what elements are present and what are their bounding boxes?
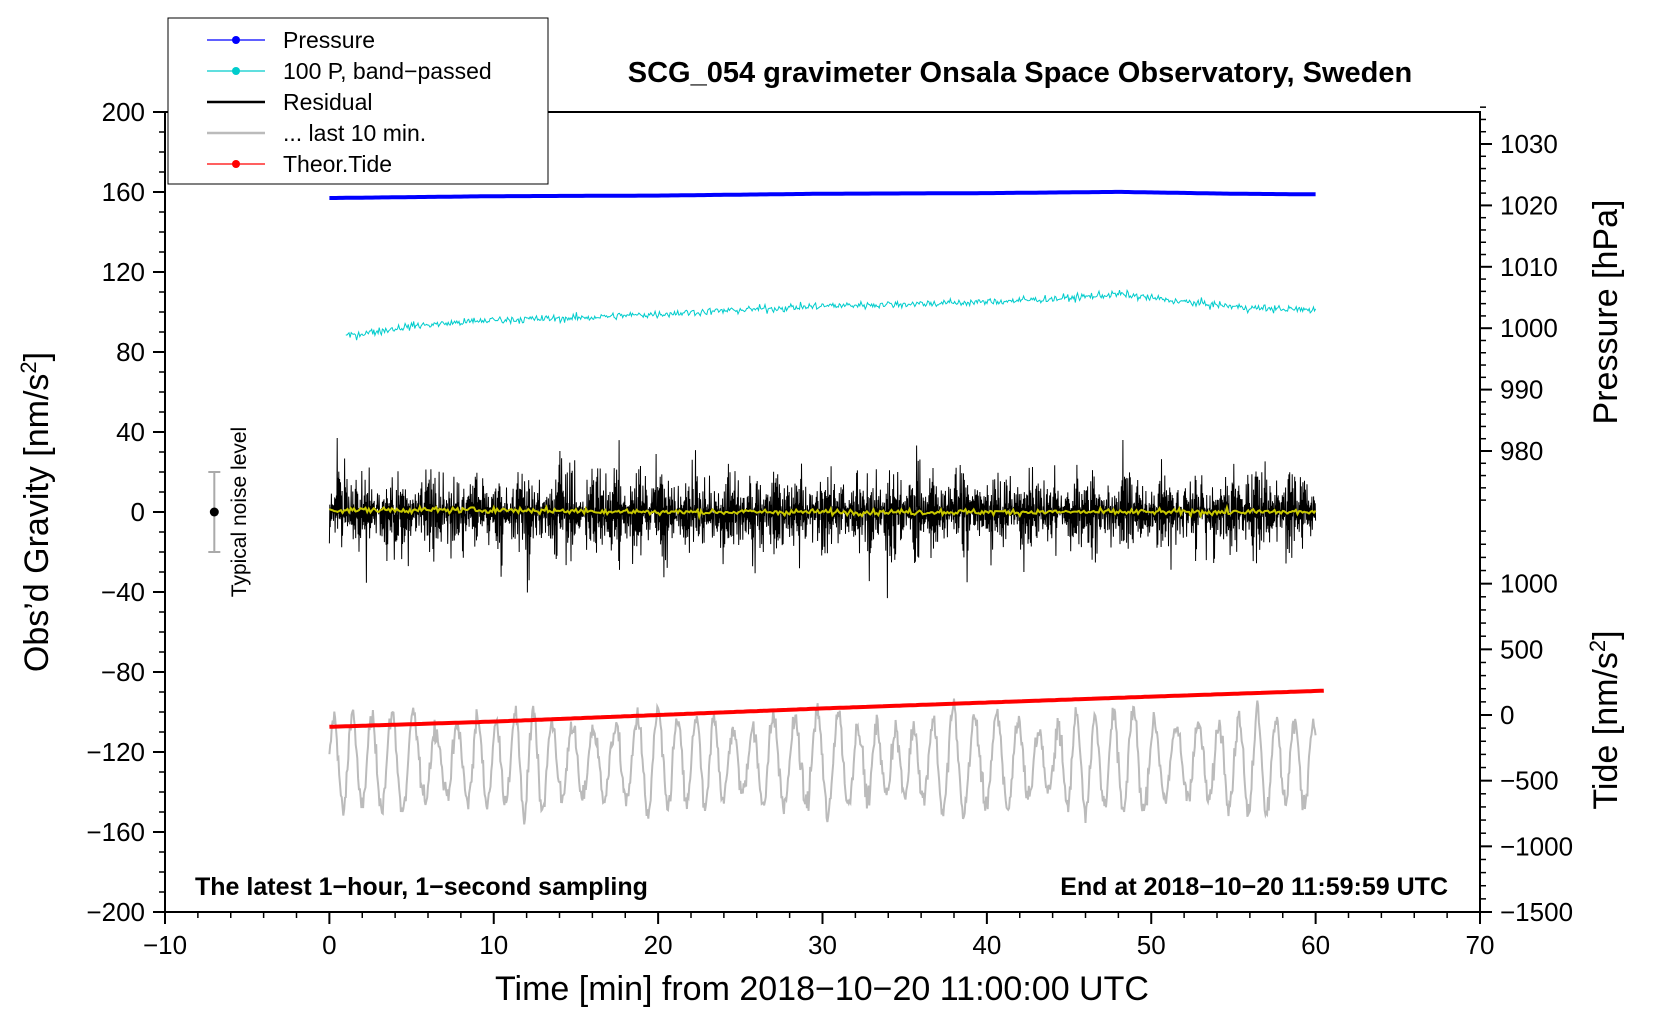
y-axis-title-tide: Tide [nm/s2] xyxy=(1585,630,1625,809)
pressure-tick-label: 1020 xyxy=(1500,190,1558,220)
y-axis-title-left-end: ] xyxy=(18,352,56,361)
legend-marker-pressure xyxy=(232,36,240,44)
y-axis-title-pressure: Pressure [hPa] xyxy=(1587,200,1625,425)
pressure-tick-label: 1030 xyxy=(1500,129,1558,159)
series-last-10-min xyxy=(328,698,1317,825)
y-axis-title-left-superscript: 2 xyxy=(16,361,41,373)
note-sampling: The latest 1−hour, 1−second sampling xyxy=(195,873,648,901)
y-axis-title-left: Obs’d Gravity [nm/s2] xyxy=(16,352,56,672)
tide-tick-label: 1000 xyxy=(1500,569,1558,599)
x-tick-label: 60 xyxy=(1301,930,1330,960)
legend-marker-100-p-band-passed xyxy=(232,67,240,75)
data-layer xyxy=(328,189,1324,825)
y-tick-label-left: 40 xyxy=(116,417,145,447)
ticks-layer: −10 0 10 20 30 40 50 60 7020016012080400−40−80−1… xyxy=(86,97,1573,960)
series-residual-smoothed xyxy=(328,503,1317,521)
legend-label-residual: Residual xyxy=(283,89,373,115)
legend-label-theor-tide: Theor.Tide xyxy=(283,151,392,177)
x-tick-label: −10 xyxy=(143,930,187,960)
y-tick-label-left: −200 xyxy=(86,897,145,927)
tide-tick-label: −1000 xyxy=(1500,831,1573,861)
x-tick-label: 20 xyxy=(644,930,673,960)
y-axis-title-tide-end: ] xyxy=(1587,630,1625,639)
chart-title: SCG_054 gravimeter Onsala Space Observat… xyxy=(628,57,1412,89)
noise-bar-center-dot xyxy=(209,507,219,517)
y-tick-label-left: −40 xyxy=(101,577,145,607)
pressure-tick-label: 1010 xyxy=(1500,252,1558,282)
x-tick-label: 40 xyxy=(972,930,1001,960)
series-residual xyxy=(328,437,1317,599)
x-tick-label: 30 xyxy=(808,930,837,960)
y-axis-title-tide-superscript: 2 xyxy=(1585,640,1610,652)
legend-label-100-p-band-passed: 100 P, band−passed xyxy=(283,58,492,84)
y-tick-label-left: −80 xyxy=(101,657,145,687)
pressure-tick-label: 1000 xyxy=(1500,313,1558,343)
legend-label-last-10-min: ... last 10 min. xyxy=(283,120,426,146)
tide-tick-label: −1500 xyxy=(1500,897,1573,927)
series-100p-band-passed xyxy=(345,288,1317,341)
pressure-tick-label: 980 xyxy=(1500,436,1543,466)
legend-marker-theor-tide xyxy=(232,160,240,168)
x-tick-label: 0 xyxy=(322,930,336,960)
legend-label-pressure: Pressure xyxy=(283,27,375,53)
y-tick-label-left: 160 xyxy=(102,177,145,207)
noise-level-indicator xyxy=(208,471,221,553)
series-pressure xyxy=(329,189,1316,200)
tide-tick-label: 500 xyxy=(1500,634,1543,664)
y-tick-label-left: 120 xyxy=(102,257,145,287)
pressure-tick-label: 990 xyxy=(1500,375,1543,405)
x-tick-label: 10 xyxy=(479,930,508,960)
tide-tick-label: 0 xyxy=(1500,700,1514,730)
y-tick-label-left: 80 xyxy=(116,337,145,367)
noise-level-label: Typical noise level xyxy=(228,427,251,597)
x-tick-label: 70 xyxy=(1466,930,1495,960)
y-tick-label-left: 0 xyxy=(131,497,145,527)
x-tick-label: 50 xyxy=(1137,930,1166,960)
legend: Pressure 100 P, band−passed Residual ... la… xyxy=(167,17,549,185)
series-theor-tide xyxy=(329,688,1324,729)
x-axis-title: Time [min] from 2018−10−20 11:00:00 UTC xyxy=(495,970,1149,1008)
y-tick-label-left: 200 xyxy=(102,97,145,127)
note-end-time: End at 2018−10−20 11:59:59 UTC xyxy=(1060,873,1448,901)
y-tick-label-left: −120 xyxy=(86,737,145,767)
y-tick-label-left: −160 xyxy=(86,817,145,847)
tide-tick-label: −500 xyxy=(1500,766,1559,796)
